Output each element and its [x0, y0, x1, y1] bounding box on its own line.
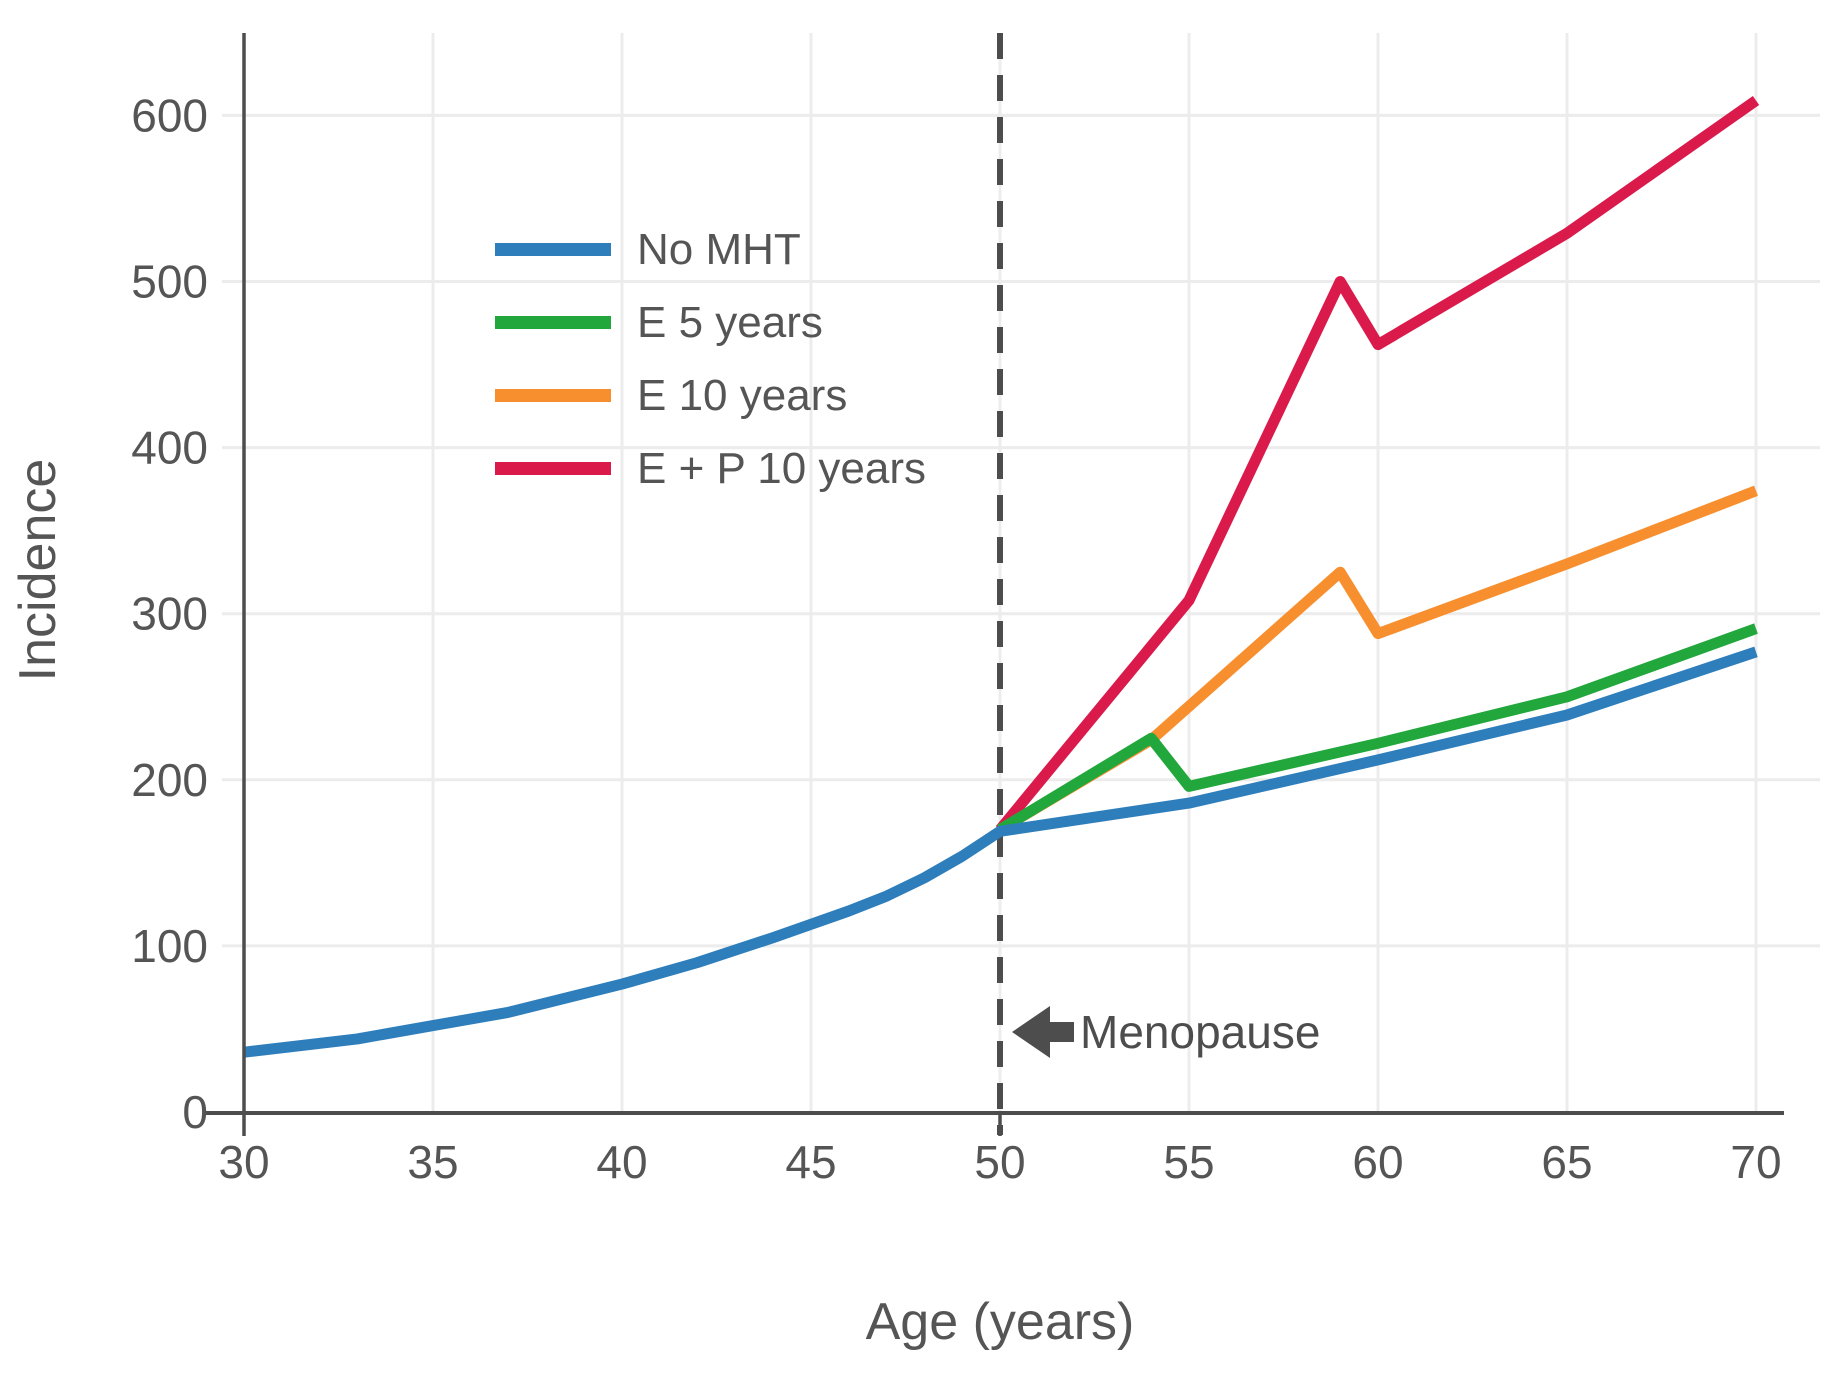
legend-item: E + P 10 years: [495, 432, 926, 505]
legend: No MHT E 5 years E 10 years E + P 10 years: [495, 213, 926, 505]
x-tick-label: 30: [218, 1136, 269, 1188]
x-tick-label: 45: [785, 1136, 836, 1188]
legend-item: E 5 years: [495, 286, 926, 359]
menopause-arrow-shaft-icon: [1046, 1022, 1074, 1042]
y-tick-label: 600: [131, 89, 208, 141]
x-tick-label: 65: [1541, 1136, 1592, 1188]
series-line-e-5-years: [997, 623, 1758, 835]
legend-label: E 10 years: [637, 370, 848, 420]
series-line-e-p-10-years: [995, 95, 1760, 834]
x-axis-title: Age (years): [865, 1293, 1135, 1351]
x-tick-label: 60: [1352, 1136, 1403, 1188]
x-tick-label: 70: [1730, 1136, 1781, 1188]
menopause-arrow-head-icon: [1012, 1006, 1050, 1058]
y-tick-label: 200: [131, 754, 208, 806]
legend-swatch-icon: [495, 316, 611, 329]
menopause-annotation-label: Menopause: [1080, 1006, 1321, 1058]
legend-label: E 5 years: [637, 297, 823, 347]
legend-item: No MHT: [495, 213, 926, 286]
y-axis-title: Incidence: [9, 458, 67, 682]
series-line-no-mht: [243, 646, 1758, 1058]
y-tick-label: 300: [131, 588, 208, 640]
legend-label: No MHT: [637, 224, 801, 274]
legend-swatch-icon: [495, 389, 611, 402]
y-tick-label: 100: [131, 920, 208, 972]
x-tick-label: 55: [1163, 1136, 1214, 1188]
y-tick-label: 500: [131, 256, 208, 308]
legend-item: E 10 years: [495, 359, 926, 432]
y-tick-label: 400: [131, 422, 208, 474]
y-tick-label: 0: [182, 1086, 208, 1138]
x-tick-label: 50: [974, 1136, 1025, 1188]
legend-label: E + P 10 years: [637, 443, 927, 493]
x-tick-label: 40: [596, 1136, 647, 1188]
x-tick-label: 35: [407, 1136, 458, 1188]
legend-swatch-icon: [495, 243, 611, 256]
legend-swatch-icon: [495, 462, 611, 475]
